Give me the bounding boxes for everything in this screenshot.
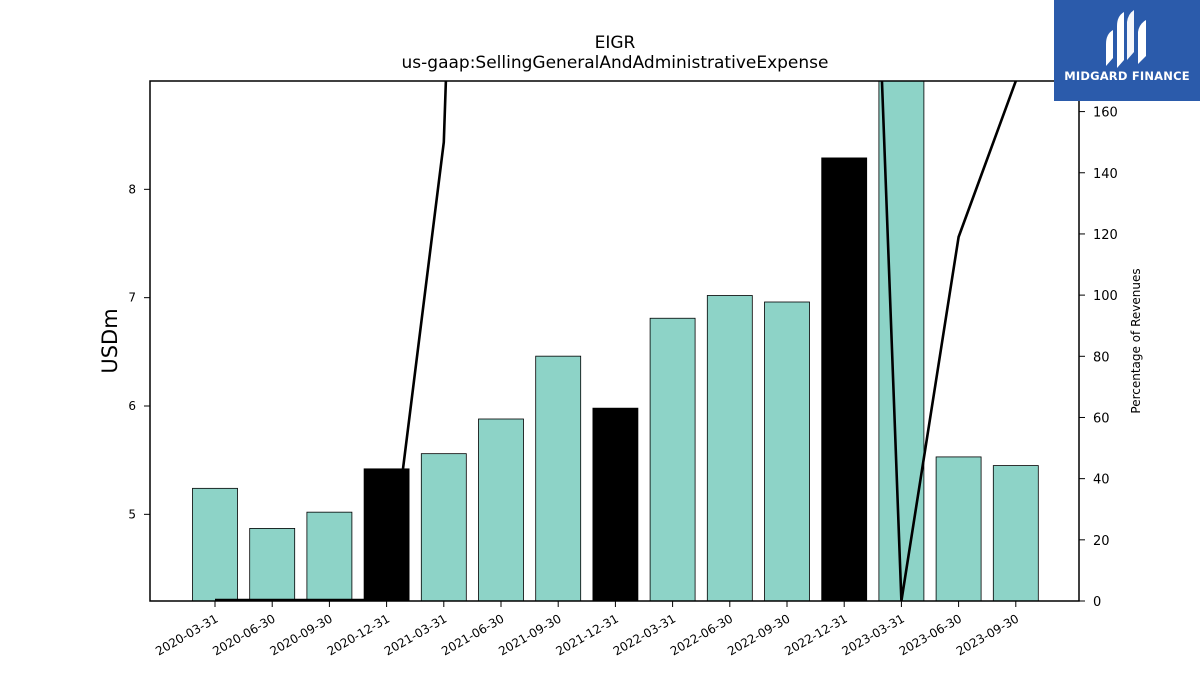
logo-mark-icon: [1106, 10, 1146, 68]
bar-2022-06-30: [706, 295, 753, 602]
y-right-tick-label: 60: [1093, 411, 1110, 426]
line-group: [215, 81, 1018, 601]
x-tick-label: 2021-12-31: [553, 611, 620, 658]
y-axis-left-label: USDm: [98, 308, 122, 373]
y-left-tick-label: 5: [128, 507, 136, 521]
bar-2021-12-31: [592, 407, 639, 602]
bar-2020-12-31: [363, 468, 410, 602]
bar-group: [192, 80, 1039, 602]
bar-2021-06-30: [478, 418, 524, 602]
bar-2022-12-31: [821, 157, 868, 602]
y-right-tick-label: 140: [1093, 167, 1118, 182]
y-axis-left: 5 6 7 8: [128, 182, 150, 521]
x-tick-label: 2022-09-30: [725, 611, 792, 658]
bar-2020-03-31: [192, 487, 238, 602]
x-tick-label: 2021-03-31: [382, 611, 449, 658]
bar-2021-09-30: [535, 355, 582, 602]
bar-2021-03-31: [420, 453, 467, 602]
plot-frame: [149, 80, 1080, 602]
bar-2020-06-30: [249, 528, 296, 602]
y-right-tick-label: 40: [1093, 473, 1110, 488]
x-tick-label: 2022-03-31: [611, 611, 678, 658]
chart-subtitle: us-gaap:SellingGeneralAndAdministrativeE…: [402, 53, 829, 73]
y-axis-right-label: Percentage of Revenues: [1129, 268, 1143, 413]
y-right-tick-label: 20: [1093, 534, 1110, 549]
x-tick-label: 2022-12-31: [782, 611, 849, 658]
x-tick-label: 2020-09-30: [267, 611, 334, 658]
x-tick-label: 2020-06-30: [210, 611, 277, 658]
y-right-tick-label: 160: [1093, 106, 1118, 121]
y-left-tick-label: 8: [128, 182, 136, 196]
x-axis: 2020-03-312020-06-302020-09-302020-12-31…: [153, 601, 1021, 658]
y-right-tick-label: 120: [1093, 228, 1118, 243]
x-tick-label: 2021-09-30: [496, 611, 563, 658]
midgard-finance-logo: MIDGARD FINANCE: [1054, 0, 1200, 101]
bar-2022-03-31: [649, 317, 696, 602]
x-tick-label: 2023-09-30: [954, 611, 1021, 658]
y-left-tick-label: 7: [128, 291, 136, 305]
y-right-tick-label: 0: [1093, 595, 1101, 610]
chart-title: EIGR: [595, 33, 636, 53]
x-tick-label: 2020-12-31: [325, 611, 392, 658]
bar-2022-09-30: [764, 301, 810, 602]
logo-text: MIDGARD FINANCE: [1064, 69, 1190, 83]
x-tick-label: 2020-03-31: [153, 611, 220, 658]
x-tick-label: 2023-06-30: [897, 611, 964, 658]
bar-2023-09-30: [992, 465, 1039, 602]
x-tick-label: 2023-03-31: [839, 611, 906, 658]
y-right-tick-label: 100: [1093, 289, 1118, 304]
line-series: [215, 81, 1018, 601]
bar-2023-06-30: [935, 456, 982, 602]
y-left-tick-label: 6: [128, 399, 136, 413]
x-tick-label: 2021-06-30: [439, 611, 506, 658]
y-axis-right: 0 20 40 60 80 100 120 140 160: [1079, 106, 1118, 610]
bar-2020-09-30: [306, 511, 353, 602]
x-tick-label: 2022-06-30: [668, 611, 735, 658]
y-right-tick-label: 80: [1093, 350, 1110, 365]
